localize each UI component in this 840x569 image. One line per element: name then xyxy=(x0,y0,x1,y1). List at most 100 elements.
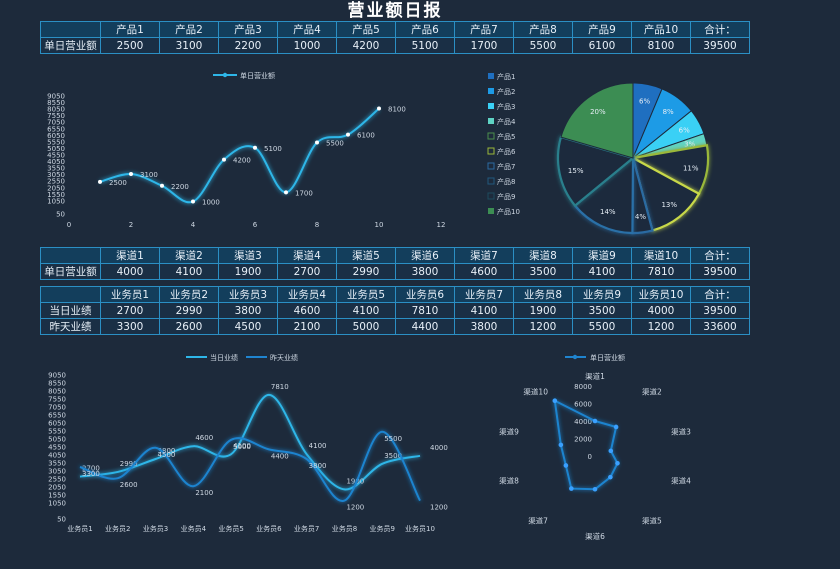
radar-axis-label: 渠道4 xyxy=(671,476,691,486)
radar-axis-label: 渠道3 xyxy=(671,426,691,436)
data-label: 2990 xyxy=(120,460,138,468)
legend-swatch xyxy=(487,147,495,155)
column-header: 渠道3 xyxy=(218,247,278,264)
value-cell: 4600 xyxy=(277,302,337,319)
value-cell: 5500 xyxy=(572,318,632,335)
y-tick-label: 2550 xyxy=(48,476,66,484)
legend-swatch xyxy=(488,208,494,214)
column-header: 产品6 xyxy=(395,21,455,38)
y-tick-label: 5050 xyxy=(48,436,66,444)
data-point xyxy=(315,140,319,145)
column-header: 渠道8 xyxy=(513,247,573,264)
column-header: 业务员5 xyxy=(336,286,396,303)
total-cell: 33600 xyxy=(690,318,750,335)
legend-label: 产品6 xyxy=(497,147,516,156)
header-corner xyxy=(40,21,101,38)
data-label: 1900 xyxy=(346,477,364,485)
value-cell: 2100 xyxy=(277,318,337,335)
value-cell: 4100 xyxy=(572,263,632,280)
data-label: 4200 xyxy=(233,157,251,165)
value-cell: 3500 xyxy=(513,263,573,280)
column-header: 业务员10 xyxy=(631,286,691,303)
header-corner xyxy=(40,247,101,264)
data-label: 5500 xyxy=(326,140,344,148)
data-label: 2600 xyxy=(120,481,138,489)
y-tick-label: 5550 xyxy=(48,428,66,436)
radar-axis-label: 渠道7 xyxy=(528,516,548,526)
total-cell: 39500 xyxy=(690,263,750,280)
y-tick-label: 4550 xyxy=(48,444,66,452)
pie-label: 4% xyxy=(635,213,646,221)
y-tick-label: 7550 xyxy=(48,396,66,404)
legend-swatch xyxy=(488,88,494,94)
products-table: 产品1 产品2 产品3 产品4 产品5 产品6 产品7 产品8 产品9 产品10 合计： 单日营业额 2… xyxy=(40,21,750,54)
y-tick-label: 50 xyxy=(56,211,65,219)
value-cell: 1200 xyxy=(631,318,691,335)
y-tick-label: 8550 xyxy=(48,380,66,388)
value-cell: 8100 xyxy=(631,37,691,54)
radar-point xyxy=(613,424,619,430)
data-label: 8100 xyxy=(388,105,406,113)
radar-point xyxy=(608,474,613,480)
total-cell: 39500 xyxy=(690,302,750,319)
x-tick-label: 业务员1 xyxy=(67,524,92,533)
value-cell: 4200 xyxy=(336,37,396,54)
value-cell: 1900 xyxy=(513,302,573,319)
column-header: 产品3 xyxy=(218,21,278,38)
staff-line-chart: 5010501550205025503050355040504550505055… xyxy=(48,353,448,533)
data-point xyxy=(222,157,226,162)
column-header: 产品8 xyxy=(513,21,573,38)
pie-label: 15% xyxy=(568,167,584,175)
pie-label: 3% xyxy=(684,140,695,148)
product-pie-chart: 产品1 产品2 产品3 产品4 产品5 产品6 产品7 产品8 产品9 产品10 6% 8% 6% 3% 1… xyxy=(487,72,710,235)
series-line xyxy=(79,393,421,491)
column-header: 渠道9 xyxy=(572,247,632,264)
r-tick-label: 4000 xyxy=(574,418,592,426)
data-point xyxy=(253,145,257,150)
y-tick-label: 8050 xyxy=(48,388,66,396)
radar-axis-label: 渠道9 xyxy=(499,426,519,436)
column-header: 产品7 xyxy=(454,21,514,38)
value-cell: 4600 xyxy=(454,263,514,280)
column-header: 渠道7 xyxy=(454,247,514,264)
legend-label: 产品10 xyxy=(497,207,520,216)
column-header: 产品10 xyxy=(631,21,691,38)
column-header: 渠道6 xyxy=(395,247,455,264)
data-label: 4600 xyxy=(195,434,213,442)
data-label: 2200 xyxy=(171,183,189,191)
r-tick-label: 8000 xyxy=(574,383,592,391)
data-label: 4500 xyxy=(158,451,176,459)
column-header: 合计： xyxy=(690,247,750,264)
x-tick-label: 业务员10 xyxy=(405,524,435,533)
radar-point xyxy=(563,463,569,468)
column-header: 产品9 xyxy=(572,21,632,38)
y-tick-label: 3550 xyxy=(47,165,65,173)
y-tick-label: 3050 xyxy=(47,171,65,179)
data-label: 7810 xyxy=(271,383,289,391)
data-label: 1200 xyxy=(346,504,364,512)
y-tick-label: 8550 xyxy=(47,99,65,107)
y-tick-label: 2550 xyxy=(47,178,65,186)
data-label: 2100 xyxy=(195,489,213,497)
value-cell: 2700 xyxy=(277,263,337,280)
data-label: 3100 xyxy=(140,171,158,179)
pie-slice xyxy=(560,82,634,159)
radar-axis-label: 渠道8 xyxy=(499,476,519,486)
legend-label: 当日业绩 xyxy=(210,353,238,362)
data-label: 3300 xyxy=(82,470,100,478)
value-cell: 4400 xyxy=(395,318,455,335)
legend-label: 产品2 xyxy=(497,87,515,96)
data-point xyxy=(284,190,288,195)
column-header: 渠道4 xyxy=(277,247,337,264)
legend-label: 昨天业绩 xyxy=(270,353,298,362)
table-row: 当日业绩 2700 2990 3800 4600 4100 7810 4100 1900 3500… xyxy=(40,302,750,319)
page-title: 营业额日报 xyxy=(347,1,443,21)
legend-swatch xyxy=(488,103,494,109)
y-tick-label: 6050 xyxy=(47,132,65,140)
legend-label: 产品8 xyxy=(497,177,515,186)
x-tick-label: 业务员4 xyxy=(181,524,207,533)
radar-axis-label: 渠道2 xyxy=(642,386,662,396)
radar-axis-label: 渠道1 xyxy=(585,371,605,381)
table-row: 昨天业绩 3300 2600 4500 2100 5000 4400 3800 1200 5500… xyxy=(40,318,750,335)
data-point xyxy=(129,172,133,177)
